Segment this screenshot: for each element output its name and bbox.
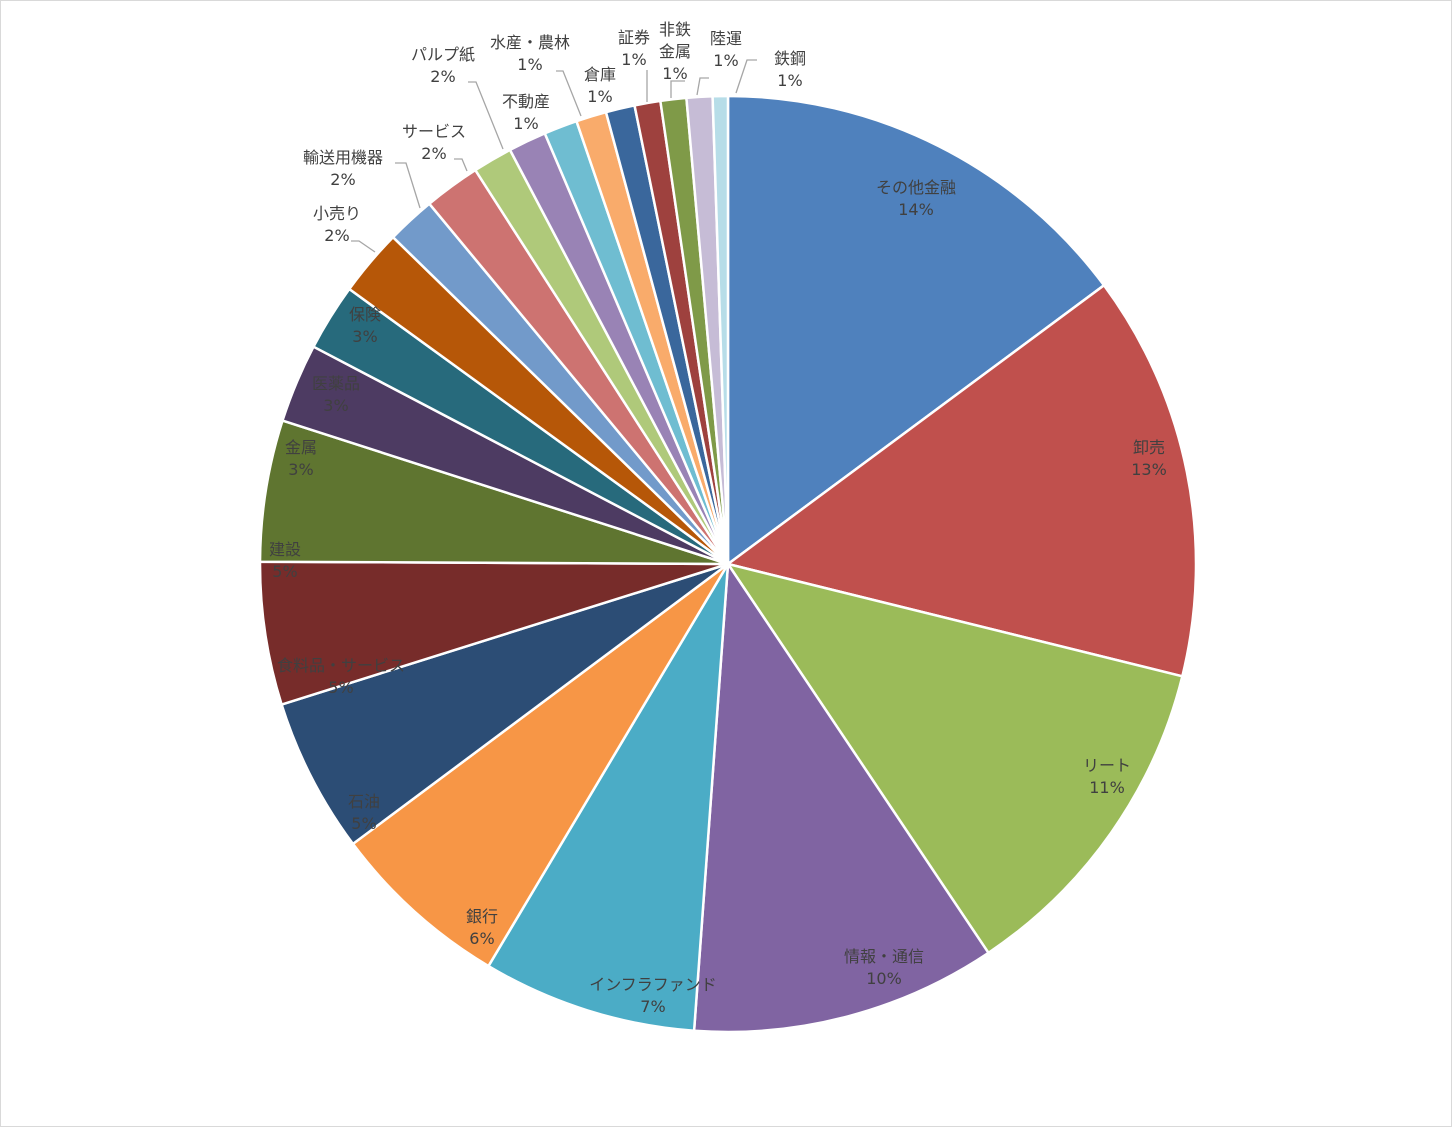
pie-slice (280, 562, 730, 846)
slice-percent: 1% (713, 51, 738, 70)
slice-percent: 2% (430, 67, 455, 86)
slice-label: 小売り 2% (313, 204, 361, 245)
slice-name: その他金融 (876, 178, 956, 197)
slice-name: 銀行 (466, 907, 498, 926)
slice-name: インフラファンド (589, 975, 717, 994)
slice-percent: 10% (866, 969, 902, 988)
slice-percent: 5% (272, 562, 297, 581)
slice-label: 金属 3% (285, 438, 317, 479)
leader-line (556, 70, 582, 117)
slice-percent: 13% (1131, 460, 1167, 479)
leader-line (468, 81, 504, 150)
slice-percent: 1% (662, 64, 687, 83)
slice-name: 非鉄 (659, 20, 691, 39)
slice-percent: 6% (469, 929, 494, 948)
pie-slice (726, 562, 1184, 955)
slice-percent: 1% (777, 71, 802, 90)
slice-label: 食料品・サービス 5% (277, 656, 405, 697)
leader-line (696, 77, 709, 96)
slice-label: 非鉄金属 1% (659, 20, 691, 83)
slice-label: 鉄鋼 1% (774, 49, 806, 90)
pie-slices (258, 94, 1198, 1034)
slice-percent: 2% (330, 170, 355, 189)
slice-percent: 3% (352, 327, 377, 346)
slice-name: 情報・通信 (844, 947, 924, 966)
slice-label: その他金融 14% (876, 178, 956, 219)
slice-name: 輸送用機器 (303, 148, 383, 167)
slice-percent: 2% (421, 144, 446, 163)
slice-label: 医薬品 3% (312, 374, 360, 415)
slice-percent: 1% (621, 50, 646, 69)
slice-name: 陸運 (710, 29, 742, 48)
slice-percent: 1% (513, 114, 538, 133)
slice-label: 輸送用機器 2% (303, 148, 383, 189)
slice-label: 建設 5% (269, 540, 301, 581)
pie-slice (711, 94, 730, 566)
pie-slice (692, 562, 990, 1034)
slice-label: 石油 5% (348, 792, 380, 833)
slice-name: 倉庫 (584, 65, 616, 84)
slice-name: 水産・農林 (490, 33, 570, 52)
slice-name: サービス (402, 122, 466, 141)
slice-label: リート 11% (1083, 756, 1131, 797)
slice-name: 金属 (659, 42, 691, 61)
leader-lines (351, 59, 757, 253)
slice-percent: 2% (324, 226, 349, 245)
slice-label: パルプ紙 2% (411, 45, 475, 86)
slice-label: インフラファンド 7% (589, 975, 717, 1016)
slice-percent: 5% (328, 678, 353, 697)
slice-name: 小売り (313, 204, 361, 223)
slice-label: 銀行 6% (466, 907, 498, 948)
slice-label: 水産・農林 1% (490, 33, 570, 74)
slice-name: 建設 (269, 540, 301, 559)
pie-slice (726, 284, 1198, 678)
leader-line (670, 80, 685, 98)
slice-name: 不動産 (502, 92, 550, 111)
leader-line (395, 162, 421, 209)
slice-percent: 3% (288, 460, 313, 479)
slice-label: 証券 1% (618, 28, 650, 69)
slice-name: 食料品・サービス (277, 656, 405, 675)
slice-percent: 3% (323, 396, 348, 415)
slice-name: 保険 (349, 305, 381, 324)
leader-line (454, 158, 468, 172)
slice-label: 不動産 1% (502, 92, 550, 133)
slice-label: 陸運 1% (710, 29, 742, 70)
slice-name: 石油 (348, 792, 380, 811)
slice-percent: 11% (1089, 778, 1125, 797)
slice-percent: 5% (351, 814, 376, 833)
leader-line (351, 240, 376, 253)
slice-name: 鉄鋼 (774, 49, 806, 68)
slice-labels: その他金融 14% 卸売 13% リート 11% 情報・通信 10% インフラファンド 7% 銀行 6… (269, 20, 1167, 1016)
pie-slice (487, 562, 730, 1033)
slice-label: 保険 3% (349, 305, 381, 346)
pie-slice (258, 560, 730, 706)
slice-label: 情報・通信 10% (844, 947, 924, 988)
leader-line (735, 59, 757, 94)
slice-name: 金属 (285, 438, 317, 457)
slice-name: パルプ紙 (411, 45, 475, 64)
slice-label: サービス 2% (402, 122, 466, 163)
pie-slice (351, 562, 730, 968)
slice-name: リート (1083, 756, 1131, 775)
slice-name: 医薬品 (312, 374, 360, 393)
slice-name: 卸売 (1133, 438, 1165, 457)
slice-percent: 1% (517, 55, 542, 74)
slice-label: 倉庫 1% (584, 65, 616, 106)
slice-percent: 14% (898, 200, 934, 219)
slice-percent: 1% (587, 87, 612, 106)
slice-label: 卸売 13% (1131, 438, 1167, 479)
slice-name: 証券 (618, 28, 650, 47)
pie-slice (726, 94, 1106, 566)
slice-percent: 7% (640, 997, 665, 1016)
